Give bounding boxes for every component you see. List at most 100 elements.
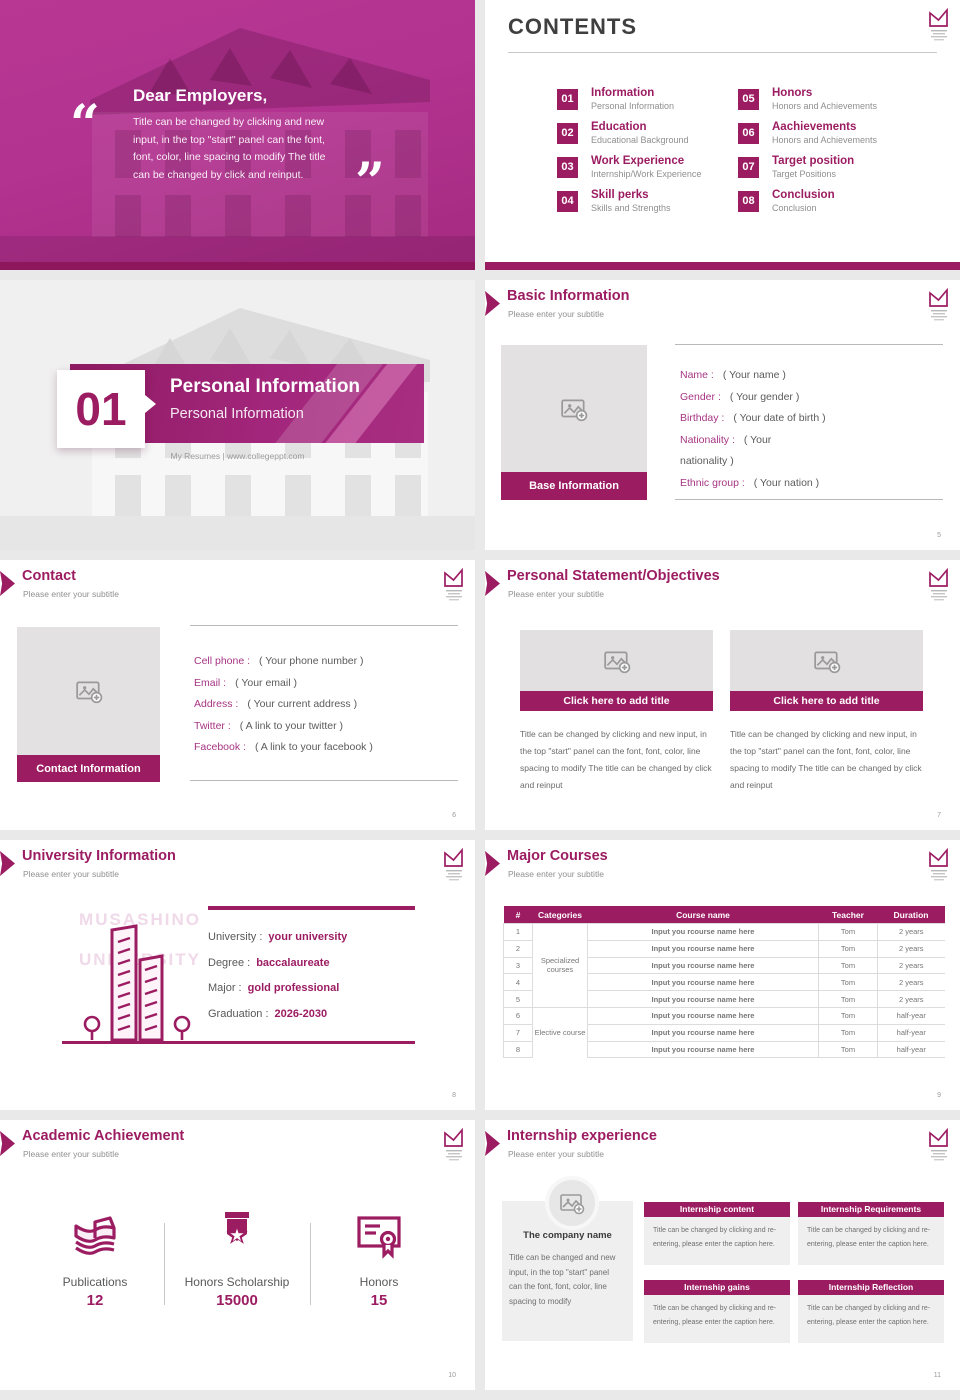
field-value[interactable]: ( Your current address ) — [247, 698, 358, 710]
photo-placeholder[interactable] — [17, 627, 160, 755]
photo-placeholder[interactable] — [501, 345, 647, 472]
field-value[interactable]: nationality ) — [680, 455, 734, 467]
field-label: Cell phone : — [194, 655, 251, 667]
table-row[interactable]: 1 Specialized courses Input you rcourse na… — [503, 923, 945, 1008]
slide-contents: CONTENTS 01 Information Personal Informa… — [485, 0, 960, 270]
scholarship-medal-icon — [225, 1212, 249, 1244]
stat-honors: Honors 15 — [314, 1210, 444, 1309]
field-value[interactable]: ( A link to your twitter ) — [239, 719, 344, 732]
slide-major-courses: Major Courses Please enter your subtitle… — [485, 840, 960, 1110]
slide-subtitle: Please enter your subtitle — [23, 1149, 119, 1159]
add-image-icon — [75, 681, 102, 704]
table-row[interactable]: 8 Input you rcourse name here Tom half-year — [503, 1040, 945, 1059]
field-value[interactable]: ( Your phone number ) — [259, 655, 364, 667]
page-number: 11 — [933, 1372, 941, 1379]
field-value[interactable]: baccalaureate — [256, 956, 330, 969]
add-title-banner[interactable]: Click here to add title — [730, 691, 923, 711]
table-row[interactable]: 5 Input you rcourse name here Tom 2 years — [503, 990, 945, 1008]
field-value[interactable]: ( Your gender ) — [729, 390, 800, 403]
field-value[interactable]: gold professional — [247, 982, 340, 994]
col-header: Duration — [877, 906, 945, 924]
table-row[interactable]: 7 Input you rcourse name here Tom half-year — [503, 1023, 945, 1042]
contents-item-4[interactable]: 04 Skill perks Skills and Strengths — [557, 189, 772, 221]
field-value[interactable]: ( Your name ) — [722, 369, 786, 381]
item-title: Education — [591, 121, 647, 133]
contents-item-1[interactable]: 01 Information Personal Information — [557, 87, 772, 119]
field-value[interactable]: ( A link to your facebook ) — [254, 741, 373, 753]
item-title: Skill perks — [591, 189, 649, 201]
table-row[interactable]: 4 Input you rcourse name here Tom 2 years — [503, 973, 945, 991]
table-row[interactable]: 6 Elective course Input you rcourse name h… — [503, 1006, 945, 1058]
item-title: Honors — [772, 87, 813, 99]
add-image-icon — [813, 651, 840, 673]
field-label: Name : — [680, 369, 714, 381]
page-number: 6 — [452, 812, 456, 819]
field-value[interactable]: ( Your date of birth ) — [733, 412, 826, 424]
field-value[interactable]: ( Your nation ) — [753, 476, 820, 489]
header-arrow-icon — [0, 1131, 15, 1156]
photo-placeholder[interactable] — [520, 630, 713, 691]
add-title-banner[interactable]: Click here to add title — [520, 691, 713, 711]
contents-item-5[interactable]: 05 Honors Honors and Achievements — [738, 87, 953, 119]
field-value[interactable]: ( Your email ) — [235, 676, 297, 689]
box-title[interactable]: Internship Reflection — [798, 1280, 944, 1295]
field-row: Nationality : ( Your — [680, 430, 826, 452]
brand-logo — [929, 569, 948, 601]
field-value[interactable]: your university — [268, 931, 348, 943]
slide-university-information: University Information Please enter your… — [0, 840, 475, 1110]
company-name: The company name — [523, 1230, 612, 1241]
page-number: 8 — [452, 1092, 456, 1099]
box-title[interactable]: Internship gains — [644, 1280, 790, 1295]
brand-logo — [929, 1129, 948, 1161]
courses-table: # Categories Course name Teacher Duratio… — [503, 906, 945, 1059]
slide-academic-achievement: Academic Achievement Please enter your s… — [0, 1120, 475, 1390]
divider — [164, 1223, 165, 1305]
divider — [190, 625, 458, 626]
page-number: 7 — [937, 812, 941, 819]
divider — [675, 344, 943, 345]
field-label: Major : — [208, 982, 242, 994]
field-label: Gender : — [680, 390, 721, 403]
field-label: Birthday : — [680, 412, 725, 424]
box-body: Title can be changed by clicking and re-… — [798, 1295, 944, 1343]
photo-placeholder[interactable] — [730, 630, 923, 691]
close-quote-icon: ” — [355, 152, 385, 213]
header-arrow-icon — [485, 291, 500, 316]
slide-title: Major Courses — [507, 848, 608, 864]
field-value[interactable]: 2026-2030 — [274, 1007, 328, 1020]
table-header: # Categories Course name Teacher Duratio… — [503, 906, 945, 924]
contents-item-3[interactable]: 03 Work Experience Internship/Work Exper… — [557, 155, 772, 187]
field-row: Degree : baccalaureate — [208, 951, 347, 977]
stat-scholarship: Honors Scholarship 15000 — [172, 1210, 302, 1309]
table-row[interactable]: 2 Input you rcourse name here Tom 2 years — [503, 939, 945, 958]
ground-line — [62, 1041, 415, 1044]
company-photo-placeholder[interactable] — [545, 1176, 599, 1230]
box-title[interactable]: Internship content — [644, 1202, 790, 1217]
field-label: Graduation : — [208, 1007, 269, 1020]
slide-basic-information: Basic Information Please enter your subt… — [485, 280, 960, 550]
field-row: Name : ( Your name ) — [680, 365, 826, 387]
page-number: 10 — [448, 1372, 456, 1379]
contents-item-2[interactable]: 02 Education Educational Background — [557, 121, 772, 153]
slide-personal-statement: Personal Statement/Objectives Please ent… — [485, 560, 960, 830]
field-row: Graduation : 2026-2030 — [208, 1002, 347, 1028]
stat-value: 15000 — [216, 1292, 258, 1309]
contents-item-8[interactable]: 08 Conclusion Conclusion — [738, 189, 953, 221]
item-number: 04 — [557, 191, 578, 212]
contents-item-7[interactable]: 07 Target position Target Positions — [738, 155, 953, 187]
item-subtitle: Honors and Achievements — [772, 135, 878, 145]
field-value[interactable]: ( Your — [743, 433, 772, 446]
title-underline — [508, 52, 937, 53]
table-row[interactable]: 3 Input you rcourse name here Tom 2 years — [503, 956, 945, 974]
box-title[interactable]: Internship Requirements — [798, 1202, 944, 1217]
stat-label: Publications — [62, 1275, 128, 1289]
add-image-icon — [561, 399, 588, 421]
brand-logo — [444, 1129, 463, 1161]
contents-item-6[interactable]: 06 Aachievements Honors and Achievements — [738, 121, 953, 153]
contact-fields: Cell phone : ( Your phone number ) Email … — [194, 651, 373, 759]
item-subtitle: Internship/Work Experience — [591, 169, 702, 179]
item-title: Work Experience — [591, 155, 685, 167]
brand-logo — [929, 289, 948, 321]
internship-requirements-box: Internship Requirements Title can be cha… — [798, 1202, 944, 1265]
item-subtitle: Personal Information — [591, 101, 675, 111]
